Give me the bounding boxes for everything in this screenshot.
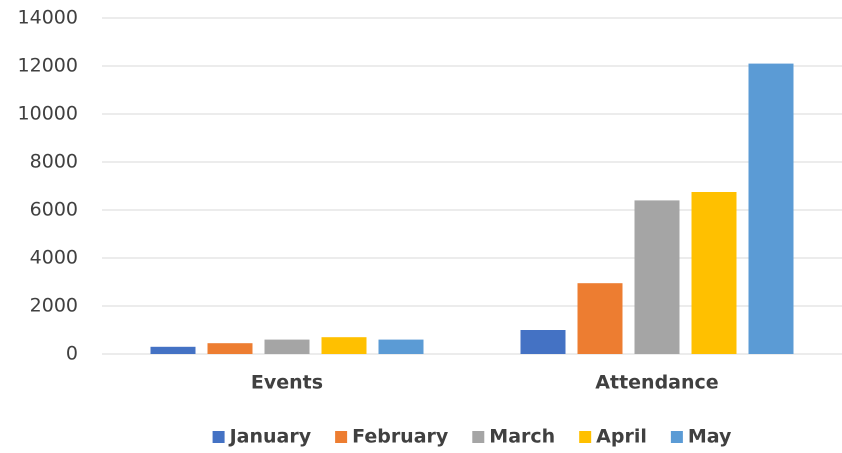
legend-swatch [335,431,348,443]
bar [748,63,794,354]
bar [691,192,737,354]
bar [321,337,367,354]
bar [634,200,680,354]
legend-swatch [579,431,592,443]
bar [264,339,310,354]
bar [150,346,196,354]
bar [577,283,623,354]
x-tick-label: Attendance [595,372,718,394]
y-tick-label: 2000 [30,295,78,317]
legend-label: May [688,426,732,448]
y-tick-label: 10000 [18,103,78,125]
bar [207,343,253,354]
legend-label: February [352,426,449,448]
legend-swatch [472,431,485,443]
legend: January February March April May [212,426,732,448]
x-tick-label: Events [251,372,323,394]
y-tick-label: 6000 [30,199,78,221]
bar [378,339,424,354]
legend-label: March [489,426,555,448]
legend-label: January [228,426,312,448]
bar [520,330,566,354]
y-tick-label: 4000 [30,247,78,269]
y-tick-label: 12000 [18,55,78,77]
legend-swatch [670,431,683,443]
y-tick-label: 0 [66,343,78,365]
legend-swatch [212,431,225,443]
y-tick-label: 14000 [18,7,78,29]
y-tick-label: 8000 [30,151,78,173]
legend-label: April [596,426,647,448]
